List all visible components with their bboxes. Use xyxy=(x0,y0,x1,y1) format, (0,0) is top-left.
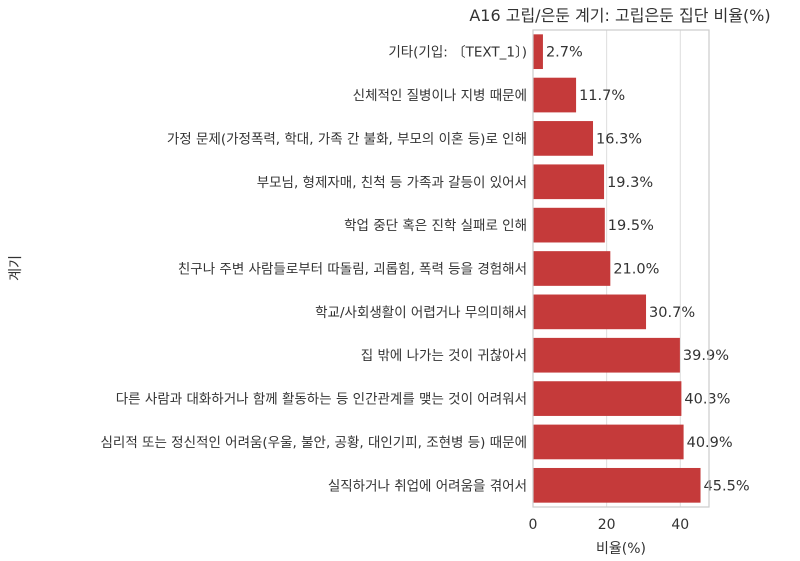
value-label: 45.5% xyxy=(704,478,750,494)
bar xyxy=(533,424,684,460)
value-label: 19.5% xyxy=(608,218,654,234)
value-label: 30.7% xyxy=(649,305,695,321)
x-tick-labels: 0 20 40 xyxy=(529,517,690,533)
bar xyxy=(533,294,647,330)
value-label: 21.0% xyxy=(613,262,659,278)
bar xyxy=(533,34,543,70)
category-label: 신체적인 질병이나 지병 때문에 xyxy=(353,88,527,104)
category-label: 가정 문제(가정폭력, 학대, 가족 간 불화, 부모의 이혼 등)로 인해 xyxy=(167,131,527,147)
bar xyxy=(533,121,594,156)
category-label: 부모님, 형제자매, 친척 등 가족과 갈등이 있어서 xyxy=(257,175,527,191)
category-label: 심리적 또는 정신적인 어려움(우울, 불안, 공황, 대인기피, 조현병 등)… xyxy=(101,435,528,451)
category-label: 기타(기입: 〔TEXT_1〕) xyxy=(388,45,527,61)
bar xyxy=(533,337,680,373)
value-label: 40.3% xyxy=(684,392,730,408)
x-tick-label: 20 xyxy=(598,517,616,533)
value-label: 16.3% xyxy=(596,131,642,147)
category-label: 실직하거나 취업에 어려움을 겪어서 xyxy=(328,478,527,494)
category-label: 친구나 주변 사람들로부터 따돌림, 괴롭힘, 폭력 등을 경험해서 xyxy=(178,262,527,278)
bar xyxy=(533,251,611,286)
bar xyxy=(533,207,605,243)
category-label: 다른 사람과 대화하거나 함께 활동하는 등 인간관계를 맺는 것이 어려워서 xyxy=(116,392,527,408)
bar xyxy=(533,381,682,416)
value-labels: 2.7% 11.7% 16.3% 19.3% 19.5% 21.0% 30.7% 39.9% 4… xyxy=(546,45,750,495)
x-tick-label: 0 xyxy=(529,517,538,533)
value-label: 39.9% xyxy=(683,348,729,364)
category-label: 학교/사회생활이 어렵거나 무의미해서 xyxy=(315,305,527,321)
plot-frame xyxy=(532,29,710,508)
x-tick-label: 40 xyxy=(671,517,689,533)
category-label: 집 밖에 나가는 것이 귀찮아서 xyxy=(361,348,527,364)
value-label: 11.7% xyxy=(579,88,625,104)
x-axis-label: 비율(%) xyxy=(596,541,646,557)
y-axis-label: 계기 xyxy=(8,255,24,281)
value-label: 40.9% xyxy=(687,435,733,451)
bars-layer xyxy=(533,34,701,503)
value-label: 2.7% xyxy=(546,45,583,61)
bar xyxy=(533,77,577,113)
chart-title: A16 고립/은둔 계기: 고립은둔 집단 비율(%) xyxy=(469,6,770,25)
value-label: 19.3% xyxy=(607,175,653,191)
bar xyxy=(533,164,605,200)
category-label: 학업 중단 혹은 진학 실패로 인해 xyxy=(344,218,527,234)
bar xyxy=(533,467,701,503)
